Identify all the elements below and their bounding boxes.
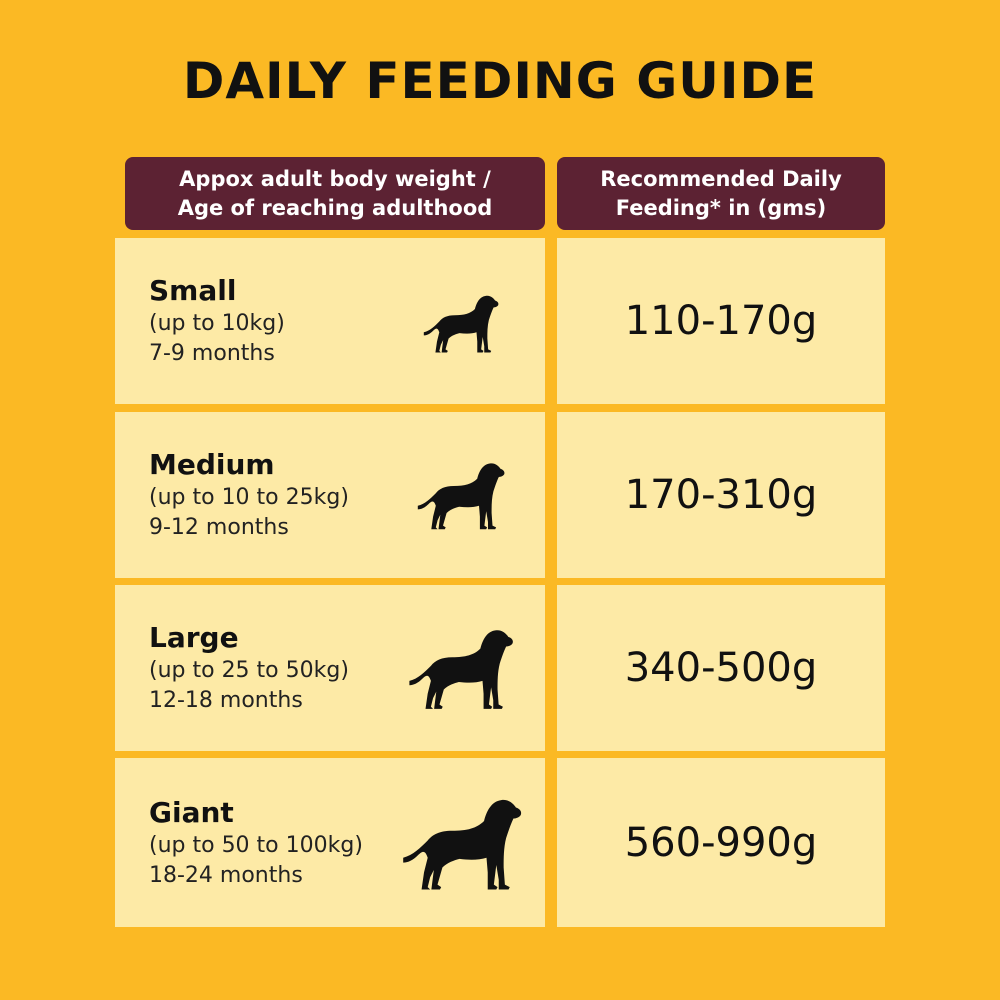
row-small-feeding: 110-170g (557, 238, 885, 404)
dog-silhouette-icon (399, 794, 525, 892)
header-line: Feeding* in (gms) (615, 195, 827, 220)
header-line: Recommended Daily (600, 166, 842, 191)
row-large-feeding: 340-500g (557, 585, 885, 751)
feeding-amount: 170-310g (624, 472, 818, 518)
size-label: Large (149, 621, 239, 654)
size-label: Giant (149, 795, 234, 829)
header-line: Age of reaching adulthood (177, 195, 493, 220)
dog-silhouette-icon (407, 625, 515, 711)
row-medium-info: Medium (up to 10 to 25kg) 9-12 months (115, 412, 545, 578)
dog-silhouette-icon (415, 459, 507, 531)
row-small-info: Small (up to 10kg) 7-9 months (115, 238, 545, 404)
header-body-weight: Appox adult body weight / Age of reaching… (125, 157, 545, 230)
adult-age: 12-18 months (149, 688, 303, 713)
page-title: DAILY FEEDING GUIDE (182, 52, 818, 110)
row-medium-feeding: 170-310g (557, 412, 885, 578)
size-label: Medium (149, 448, 275, 481)
size-label: Small (149, 274, 237, 307)
feeding-amount: 560-990g (624, 819, 818, 866)
dog-silhouette-icon (421, 292, 501, 354)
row-large-info: Large (up to 25 to 50kg) 12-18 months (115, 585, 545, 751)
feeding-amount: 340-500g (624, 645, 818, 691)
header-daily-feeding: Recommended Daily Feeding* in (gms) (557, 157, 885, 230)
weight-range: (up to 10 to 25kg) (149, 485, 349, 510)
adult-age: 18-24 months (149, 862, 303, 888)
weight-range: (up to 50 to 100kg) (149, 832, 363, 858)
weight-range: (up to 10kg) (149, 311, 285, 336)
header-line: Appox adult body weight / (179, 166, 491, 191)
weight-range: (up to 25 to 50kg) (149, 658, 349, 683)
row-giant-feeding: 560-990g (557, 758, 885, 927)
adult-age: 7-9 months (149, 341, 275, 366)
row-giant-info: Giant (up to 50 to 100kg) 18-24 months (115, 758, 545, 927)
feeding-amount: 110-170g (624, 298, 818, 344)
adult-age: 9-12 months (149, 515, 289, 540)
